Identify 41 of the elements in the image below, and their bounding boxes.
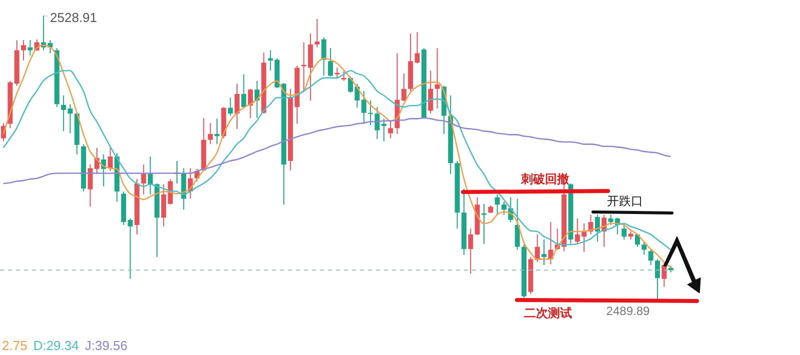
candlestick [141,164,146,195]
text: 2.75 D:29.34 J:39.56 [2,338,128,353]
candlestick [542,239,547,266]
candlestick [234,83,240,130]
candlestick [334,67,340,78]
candlestick [662,262,667,288]
candlestick [388,120,394,139]
candlestick [481,203,486,244]
annotation: 开跌口 [607,194,643,208]
candlestick [594,214,600,242]
candlestick [128,218,133,280]
candlestick [214,118,220,145]
candlestick [468,228,474,274]
candlestick [161,184,166,227]
text: 二次测试 [524,306,572,320]
candlestick [248,88,253,118]
candlestick [28,40,33,56]
candlestick [381,118,386,142]
text: 2489.89 [606,304,650,318]
candlestick [314,18,320,48]
candlestick [401,73,406,102]
candlestick [228,97,233,116]
candlestick [514,198,520,250]
annotation: 2528.91 [50,10,97,25]
candlestick [328,48,333,77]
annotation: 刺破回撤 [520,172,569,186]
candlestick [648,248,654,266]
candlestick [622,223,627,240]
candlestick [494,194,500,216]
candlestick [428,70,434,114]
candlestick [208,122,213,145]
candlestick [642,241,647,256]
candlestick [21,40,26,61]
candlestick [148,156,153,195]
candlestick [654,258,660,300]
candlestick [361,90,366,124]
candlestick [321,36,326,76]
candlestick [241,74,246,110]
candlestick [434,48,440,110]
candlestick [108,147,113,172]
candlestick [341,70,346,82]
